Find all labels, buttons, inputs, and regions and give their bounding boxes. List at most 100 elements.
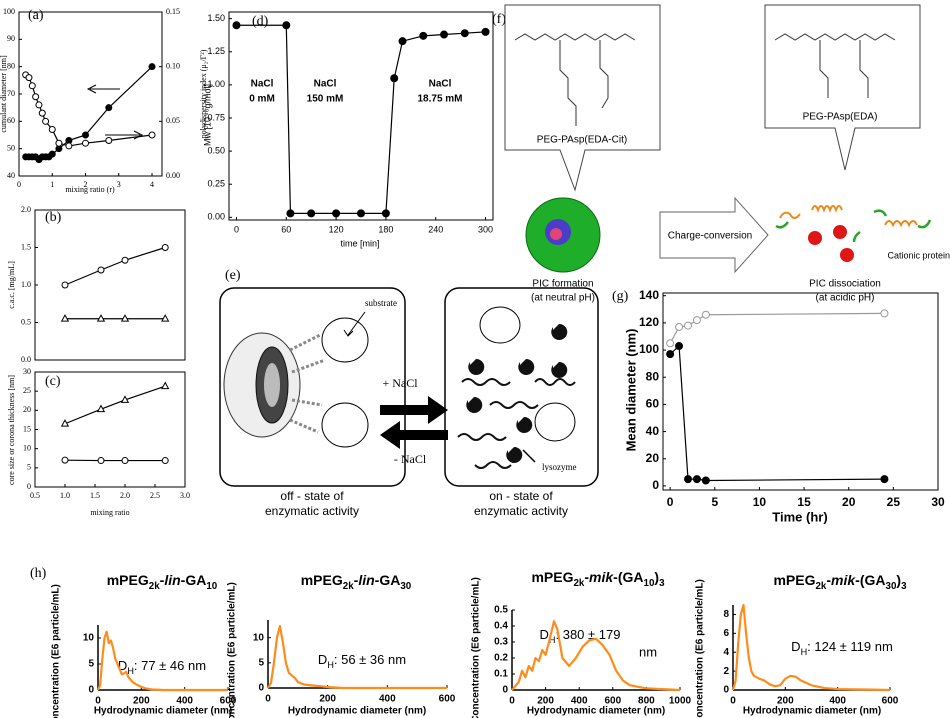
- structure: [774, 33, 896, 98]
- y-tick-label: 25: [23, 386, 31, 395]
- marker: [48, 150, 56, 158]
- chains: [457, 378, 576, 469]
- x-tick-label: 3: [117, 180, 121, 189]
- annotation: 0 mM: [249, 94, 275, 105]
- x-axis-label: Hydrodynamic diameter (nm): [94, 706, 232, 717]
- arrows: [289, 333, 326, 434]
- label: - NaCl: [394, 452, 427, 466]
- enzyme: [516, 416, 533, 433]
- label: Cationic protein: [887, 250, 950, 260]
- marker: [692, 475, 701, 484]
- panel-label: (b): [45, 210, 62, 225]
- marker: [692, 316, 701, 325]
- plot-frame: [228, 11, 494, 221]
- x-tick-label: 300: [478, 224, 493, 234]
- series-line: [731, 603, 891, 692]
- marker: [96, 314, 106, 322]
- panel-a-arrows: [86, 84, 144, 140]
- y2-tick-label: 0.00: [166, 171, 180, 180]
- marker: [398, 37, 407, 46]
- y-tick-label: 5: [258, 657, 264, 668]
- y-tick-label: 40: [7, 171, 15, 180]
- x-tick-label: 0: [265, 694, 271, 705]
- y-tick-label: 1.25: [207, 46, 225, 56]
- marker: [55, 139, 63, 147]
- annotation: nm: [639, 644, 657, 659]
- x-tick-label: 0: [667, 495, 674, 509]
- y-tick-label: 20: [646, 451, 660, 465]
- enzymes: [466, 323, 568, 463]
- plot-frame: [662, 292, 939, 491]
- y-tick-label: 0.2: [494, 653, 508, 664]
- arrow: [659, 196, 769, 274]
- annotation: NaCl: [429, 79, 452, 90]
- marker: [286, 209, 295, 218]
- caption: (at acidic pH): [816, 293, 875, 304]
- marker: [97, 266, 105, 274]
- caption: PIC formation: [532, 279, 593, 290]
- callout: [504, 4, 661, 192]
- x-tick-label: 2: [84, 180, 88, 189]
- y-tick-label: 5: [88, 659, 94, 670]
- annotation: 18.75 mM: [417, 94, 462, 105]
- y-tick-label: 90: [7, 34, 15, 43]
- caption: enzymatic activity: [474, 504, 568, 518]
- protein: [808, 231, 822, 245]
- label: substrate: [365, 298, 397, 308]
- x-tick-label: 240: [428, 224, 443, 234]
- marker: [105, 104, 113, 112]
- y-tick-label: 0.50: [207, 145, 225, 155]
- caption: PIC dissociation: [809, 279, 881, 290]
- y-tick-label: 0: [502, 685, 508, 696]
- y-tick-label: 0.5: [21, 317, 31, 326]
- panel-label: (d): [252, 14, 269, 29]
- chain: [489, 401, 539, 409]
- label: PEG-PAsp(EDA-Cit): [537, 135, 627, 146]
- caption: off - state of: [280, 489, 344, 503]
- enzyme: [506, 446, 523, 463]
- plot-frame: [18, 11, 163, 177]
- x-tick-label: 60: [281, 224, 291, 234]
- y-tick-label: 10: [23, 443, 31, 452]
- x-axis-label: Time (hr): [772, 509, 827, 524]
- arrow-left: [380, 421, 448, 449]
- x-tick-label: 400: [829, 696, 846, 707]
- marker: [32, 93, 40, 101]
- marker: [82, 131, 90, 139]
- series-line: [64, 246, 166, 286]
- marker: [82, 139, 90, 147]
- proteins: [808, 225, 854, 262]
- y-axis-label: cumulant diameter [nm]: [0, 55, 8, 133]
- protein: [840, 248, 854, 262]
- vesicle: [479, 306, 521, 344]
- y-tick-label: 100: [3, 7, 15, 16]
- vesicle: [534, 402, 576, 442]
- y-tick-label: 6: [723, 628, 729, 639]
- y-axis-label: Concentration (E6 particle/mL): [51, 584, 62, 718]
- chain: [457, 433, 507, 441]
- marker: [61, 456, 69, 464]
- marker: [282, 21, 291, 30]
- series-line: [96, 630, 228, 692]
- panel-label: (a): [28, 8, 44, 23]
- annotation: NaCl: [314, 79, 337, 90]
- y-tick-label: 0: [723, 685, 729, 696]
- y-axis-label: Concentration (E6 particle/mL): [471, 577, 482, 718]
- x-tick-label: 15: [797, 495, 811, 509]
- x-tick-label: 400: [571, 696, 588, 707]
- panel-e: (e) substrate + NaCl - NaCl: [219, 268, 599, 518]
- marker: [148, 131, 156, 139]
- marker: [419, 31, 428, 40]
- pointer: [522, 449, 536, 463]
- marker: [120, 314, 130, 322]
- y-tick-label: 0: [258, 683, 264, 694]
- y-axis-label: Mw [10⁻⁶g/mol]: [202, 84, 212, 146]
- x-axis-label: mixing ratio: [90, 508, 129, 517]
- y-tick-label: 0.25: [207, 179, 225, 189]
- marker: [307, 209, 316, 218]
- x-axis-label: mixing ratio (r): [65, 185, 115, 194]
- plot-frame: [34, 209, 186, 361]
- y2-tick-label: 0.05: [166, 116, 180, 125]
- x-tick-label: 200: [133, 696, 150, 707]
